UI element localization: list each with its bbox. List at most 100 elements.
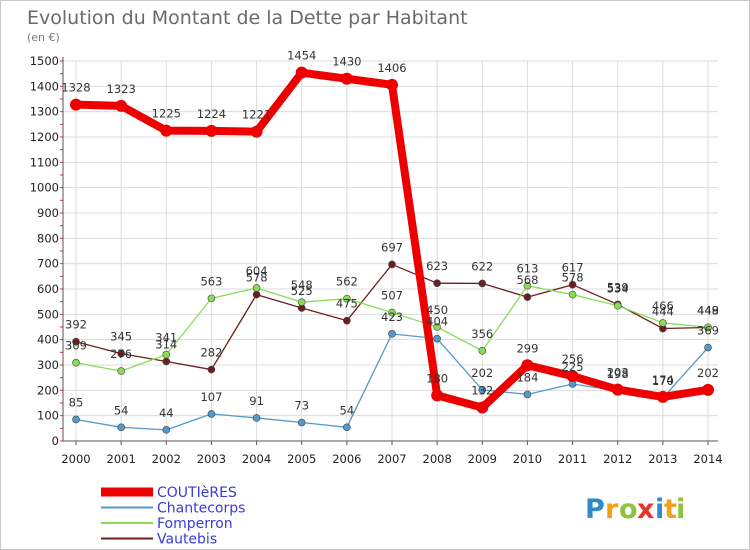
data-label-fomperron: 450 [426, 303, 448, 317]
y-tick-label: 1500 [30, 54, 59, 68]
data-point-fomperron [343, 294, 351, 303]
data-label-coutires: 203 [607, 366, 629, 380]
y-tick-label: 0 [52, 434, 59, 448]
data-label-fomperron: 356 [471, 327, 493, 341]
data-label-chantecorps: 225 [562, 360, 584, 374]
y-tick-label: 500 [37, 307, 59, 321]
axes [60, 57, 718, 445]
data-label-chantecorps: 404 [426, 315, 448, 329]
data-label-fomperron: 534 [607, 282, 629, 296]
data-point-chantecorps [343, 423, 351, 432]
chart-subtitle: (en €) [27, 31, 60, 44]
y-tick-label: 400 [37, 333, 59, 347]
data-label-vautebis: 539 [607, 280, 629, 294]
data-label-fomperron: 613 [516, 262, 538, 276]
data-point-fomperron [613, 301, 622, 310]
data-label-fomperron: 548 [291, 278, 313, 292]
data-point-fomperron [207, 294, 216, 303]
data-point-coutires [611, 383, 624, 396]
data-point-fomperron [252, 284, 261, 292]
data-point-coutires [476, 401, 489, 414]
data-label-vautebis: 345 [110, 330, 132, 344]
data-point-chantecorps [523, 390, 532, 399]
data-point-coutires [295, 66, 308, 79]
y-tick-label: 1200 [30, 130, 59, 144]
data-label-coutires: 202 [697, 366, 719, 380]
x-tick-label: 2003 [197, 452, 226, 466]
data-point-coutires [386, 78, 398, 91]
data-label-vautebis: 623 [426, 259, 448, 273]
y-axis-ticks: 0 100 200 300 400 500 600 700 800 900 1000 1100 1200… [30, 54, 59, 448]
y-tick-label: 1000 [30, 181, 59, 195]
data-label-coutires: 1323 [107, 82, 136, 96]
data-label-fomperron: 276 [110, 347, 132, 361]
x-tick-label: 2001 [107, 452, 136, 466]
data-point-fomperron [568, 290, 577, 299]
data-label-chantecorps: 202 [471, 366, 493, 380]
data-point-chantecorps [297, 418, 306, 427]
chart-title: Evolution du Montant de la Dette par Hab… [27, 7, 468, 29]
data-label-coutires: 1406 [377, 61, 406, 75]
x-tick-label: 2014 [693, 452, 722, 466]
data-point-fomperron [433, 323, 441, 331]
series-chantecorps [72, 330, 712, 434]
data-label-coutires: 1225 [152, 107, 181, 121]
data-label-chantecorps: 54 [114, 403, 129, 417]
y-tick-label: 900 [37, 206, 59, 220]
data-label-chantecorps: 44 [159, 406, 174, 420]
logo-letter: i [655, 494, 664, 525]
data-label-fomperron: 466 [652, 299, 674, 313]
data-point-chantecorps [478, 386, 487, 394]
data-point-fomperron [478, 347, 487, 355]
data-point-chantecorps [207, 410, 216, 418]
x-tick-label: 2013 [648, 452, 677, 466]
y-tick-label: 100 [37, 409, 59, 423]
x-tick-label: 2008 [423, 452, 452, 466]
data-point-coutires [70, 98, 82, 111]
data-point-fomperron [659, 319, 667, 327]
y-tick-label: 200 [37, 383, 59, 397]
data-label-chantecorps: 170 [652, 374, 674, 388]
data-point-vautebis [433, 279, 441, 287]
data-label-coutires: 174 [652, 373, 674, 387]
x-tick-label: 2011 [558, 452, 587, 466]
y-tick-label: 1400 [30, 79, 59, 93]
data-label-chantecorps: 198 [607, 367, 629, 381]
data-point-chantecorps [117, 423, 125, 432]
data-point-coutires [656, 390, 669, 403]
data-point-fomperron [162, 350, 171, 359]
data-label-chantecorps: 184 [516, 370, 538, 384]
data-label-vautebis: 578 [246, 271, 268, 285]
data-point-coutires [702, 383, 714, 396]
x-axis-ticks: 2000 2001 2002 2003 2004 2005 2006 2007 2008 2009… [61, 452, 722, 466]
x-tick-label: 2002 [152, 452, 181, 466]
data-point-vautebis [72, 337, 80, 346]
data-label-coutires: 1454 [287, 49, 316, 63]
y-tick-label: 700 [37, 257, 59, 271]
data-point-coutires [205, 124, 218, 137]
data-point-coutires [160, 124, 173, 137]
data-label-fomperron: 563 [200, 274, 222, 288]
y-tick-label: 600 [37, 282, 59, 296]
data-point-vautebis [343, 316, 351, 325]
data-point-vautebis [478, 279, 487, 288]
series-group [70, 66, 714, 434]
x-tick-label: 2006 [332, 452, 361, 466]
data-label-chantecorps: 85 [69, 395, 84, 409]
logo-letter: r [605, 494, 619, 525]
data-point-coutires [340, 72, 353, 85]
x-tick-label: 2010 [513, 452, 542, 466]
data-label-fomperron: 507 [381, 289, 403, 303]
data-label-coutires: 1430 [332, 55, 361, 69]
data-label-fomperron: 341 [155, 331, 177, 345]
data-point-fomperron [704, 323, 712, 332]
logo-letter: P [585, 494, 605, 525]
data-label-fomperron: 449 [697, 303, 719, 317]
data-point-chantecorps [433, 334, 441, 343]
legend-label: COUTIèRES [157, 485, 237, 501]
y-tick-label: 1300 [30, 105, 59, 119]
y-tick-label: 1100 [30, 155, 59, 169]
data-label-chantecorps: 107 [200, 390, 222, 404]
data-label-chantecorps: 91 [249, 394, 264, 408]
